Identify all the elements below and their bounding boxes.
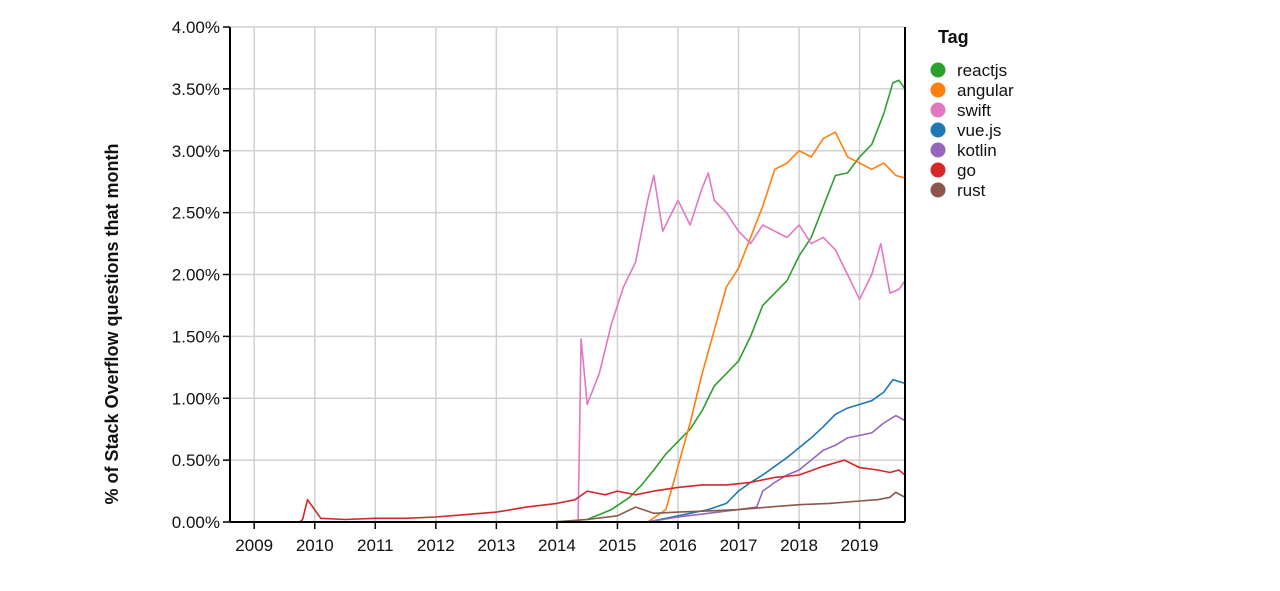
legend-label-swift: swift bbox=[957, 101, 991, 120]
series-line-vuejs bbox=[230, 378, 906, 523]
legend-label-kotlin: kotlin bbox=[957, 141, 997, 160]
legend-marker-angular bbox=[930, 82, 946, 98]
legend-label-reactjs: reactjs bbox=[957, 61, 1007, 80]
legend-marker-reactjs bbox=[930, 62, 946, 78]
x-tick-label: 2012 bbox=[417, 536, 455, 555]
x-tick-label: 2016 bbox=[659, 536, 697, 555]
y-tick-label: 0.50% bbox=[172, 451, 220, 470]
series-line-rust bbox=[230, 491, 906, 523]
series-line-go bbox=[230, 459, 906, 523]
grid-lines bbox=[230, 26, 905, 523]
axes: 0.00% 0.50% 1.00% 1.50% 2.00% 2.50% 3.00% 3.50%… bbox=[172, 18, 906, 555]
x-tick-label: 2009 bbox=[235, 536, 273, 555]
series-line-swift bbox=[230, 172, 906, 523]
legend: Tag reactjsangularswiftvue.jskotlingorus… bbox=[930, 27, 1014, 200]
y-tick-label: 2.50% bbox=[172, 204, 220, 223]
legend-label-go: go bbox=[957, 161, 976, 180]
y-tick-label: 1.50% bbox=[172, 327, 220, 346]
y-tick-label: 3.50% bbox=[172, 80, 220, 99]
series-line-kotlin bbox=[230, 414, 906, 523]
legend-title: Tag bbox=[938, 27, 969, 47]
legend-marker-go bbox=[930, 162, 946, 178]
y-tick-label: 3.00% bbox=[172, 142, 220, 161]
x-tick-label: 2015 bbox=[599, 536, 637, 555]
x-tick-label: 2014 bbox=[538, 536, 576, 555]
x-tick-label: 2010 bbox=[296, 536, 334, 555]
x-tick-label: 2011 bbox=[357, 536, 394, 555]
y-tick-label: 0.00% bbox=[172, 513, 220, 532]
series-lines bbox=[230, 79, 906, 523]
legend-label-vuejs: vue.js bbox=[957, 121, 1001, 140]
legend-label-rust: rust bbox=[957, 181, 986, 200]
legend-marker-kotlin bbox=[930, 142, 946, 158]
y-axis-title: % of Stack Overflow questions that month bbox=[102, 143, 122, 504]
x-tick-label: 2017 bbox=[720, 536, 758, 555]
x-tick-label: 2018 bbox=[780, 536, 818, 555]
y-tick-label: 4.00% bbox=[172, 18, 220, 37]
legend-marker-rust bbox=[930, 182, 946, 198]
series-line-reactjs bbox=[230, 79, 906, 523]
legend-marker-vuejs bbox=[930, 122, 946, 138]
legend-label-angular: angular bbox=[957, 81, 1014, 100]
x-tick-label: 2013 bbox=[477, 536, 515, 555]
series-line-angular bbox=[230, 131, 906, 523]
y-tick-label: 1.00% bbox=[172, 389, 220, 408]
x-tick-label: 2019 bbox=[841, 536, 879, 555]
legend-marker-swift bbox=[930, 102, 946, 118]
y-tick-label: 2.00% bbox=[172, 266, 220, 285]
